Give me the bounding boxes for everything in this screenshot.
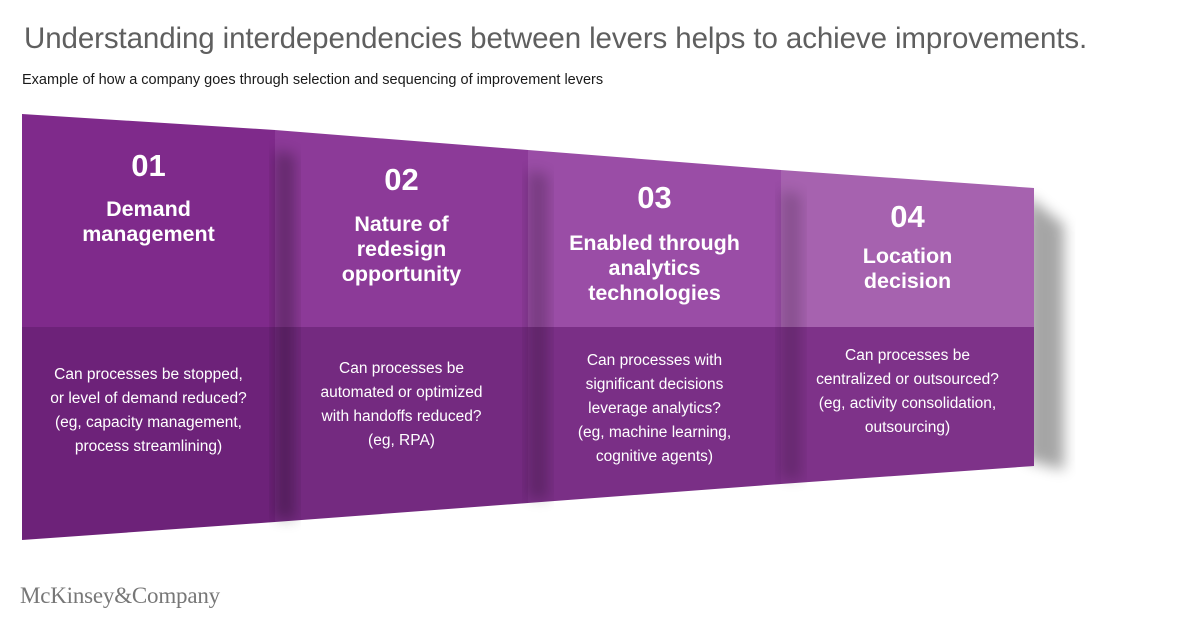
lever-3-title-line: analytics — [608, 256, 701, 280]
fold-shadow-1 — [275, 150, 295, 520]
lever-3-number: 03 — [637, 180, 672, 215]
lever-4-number: 04 — [890, 199, 925, 234]
lever-4-title-line: decision — [863, 269, 952, 293]
lever-1-description: Can processes be stopped, or level of de… — [22, 363, 275, 459]
lever-3-description-line: Can processes with — [586, 352, 723, 369]
lever-1-top-panel — [22, 114, 275, 327]
lever-1-description-line: (eg, capacity management, — [55, 414, 242, 431]
panel-shadow — [1026, 195, 1064, 470]
lever-4-top-panel — [781, 170, 1034, 327]
lever-3-bottom-panel — [528, 327, 781, 503]
lever-2-description-line: Can processes be — [339, 360, 464, 377]
lever-1-description-line: process streamlining) — [74, 438, 223, 455]
lever-3-description-line: leverage analytics? — [588, 400, 721, 417]
lever-3-description: Can processes with significant decisions… — [528, 349, 781, 469]
lever-4-description-line: centralized or outsourced? — [816, 371, 999, 388]
lever-2-description-line: with handoffs reduced? — [321, 408, 482, 425]
lever-2-title-line: redesign — [356, 237, 447, 261]
lever-1-description-line: or level of demand reduced? — [50, 390, 247, 407]
lever-4-description-line: outsourcing) — [864, 419, 951, 436]
lever-3-top-panel — [528, 150, 781, 327]
lever-4-description: Can processes be centralized or outsourc… — [781, 344, 1034, 440]
lever-4-description-line: (eg, activity consolidation, — [818, 395, 997, 412]
fold-shadow-3 — [781, 190, 801, 480]
lever-2-number: 02 — [384, 162, 419, 197]
lever-3-description-line: significant decisions — [585, 376, 724, 393]
lever-1-number: 01 — [131, 148, 166, 183]
lever-4-bottom-panel — [781, 327, 1034, 484]
lever-3-description-line: cognitive agents) — [595, 448, 714, 465]
lever-4-description-line: Can processes be — [845, 347, 970, 364]
lever-1-title: Demand management — [22, 197, 275, 247]
lever-2-bottom-panel — [275, 327, 528, 522]
lever-4-title: Location decision — [781, 244, 1034, 294]
lever-3-description-line: (eg, machine learning, — [577, 424, 732, 441]
lever-1-title-line: Demand — [106, 197, 191, 221]
company-logo: McKinsey&Company — [20, 583, 220, 608]
page-title: Understanding interdependencies between … — [24, 22, 1088, 55]
lever-2-title-line: opportunity — [341, 262, 462, 286]
lever-1-title-line: management — [82, 222, 215, 246]
lever-2-description: Can processes be automated or optimized … — [275, 357, 528, 453]
lever-3-title-line: Enabled through — [569, 231, 740, 255]
lever-3-title: Enabled through analytics technologies — [528, 231, 781, 306]
lever-2-description-line: automated or optimized — [320, 384, 483, 401]
lever-1-description-line: Can processes be stopped, — [54, 366, 243, 383]
lever-4-title-line: Location — [862, 244, 953, 268]
lever-1-bottom-panel — [22, 327, 275, 540]
lever-2-description-line: (eg, RPA) — [368, 432, 435, 449]
lever-3-title-line: technologies — [588, 281, 721, 305]
lever-2-title: Nature of redesign opportunity — [275, 212, 528, 287]
page-subtitle: Example of how a company goes through se… — [22, 72, 604, 88]
fold-shadow-2 — [528, 170, 548, 500]
lever-2-top-panel — [275, 130, 528, 327]
lever-2-title-line: Nature of — [354, 212, 449, 236]
